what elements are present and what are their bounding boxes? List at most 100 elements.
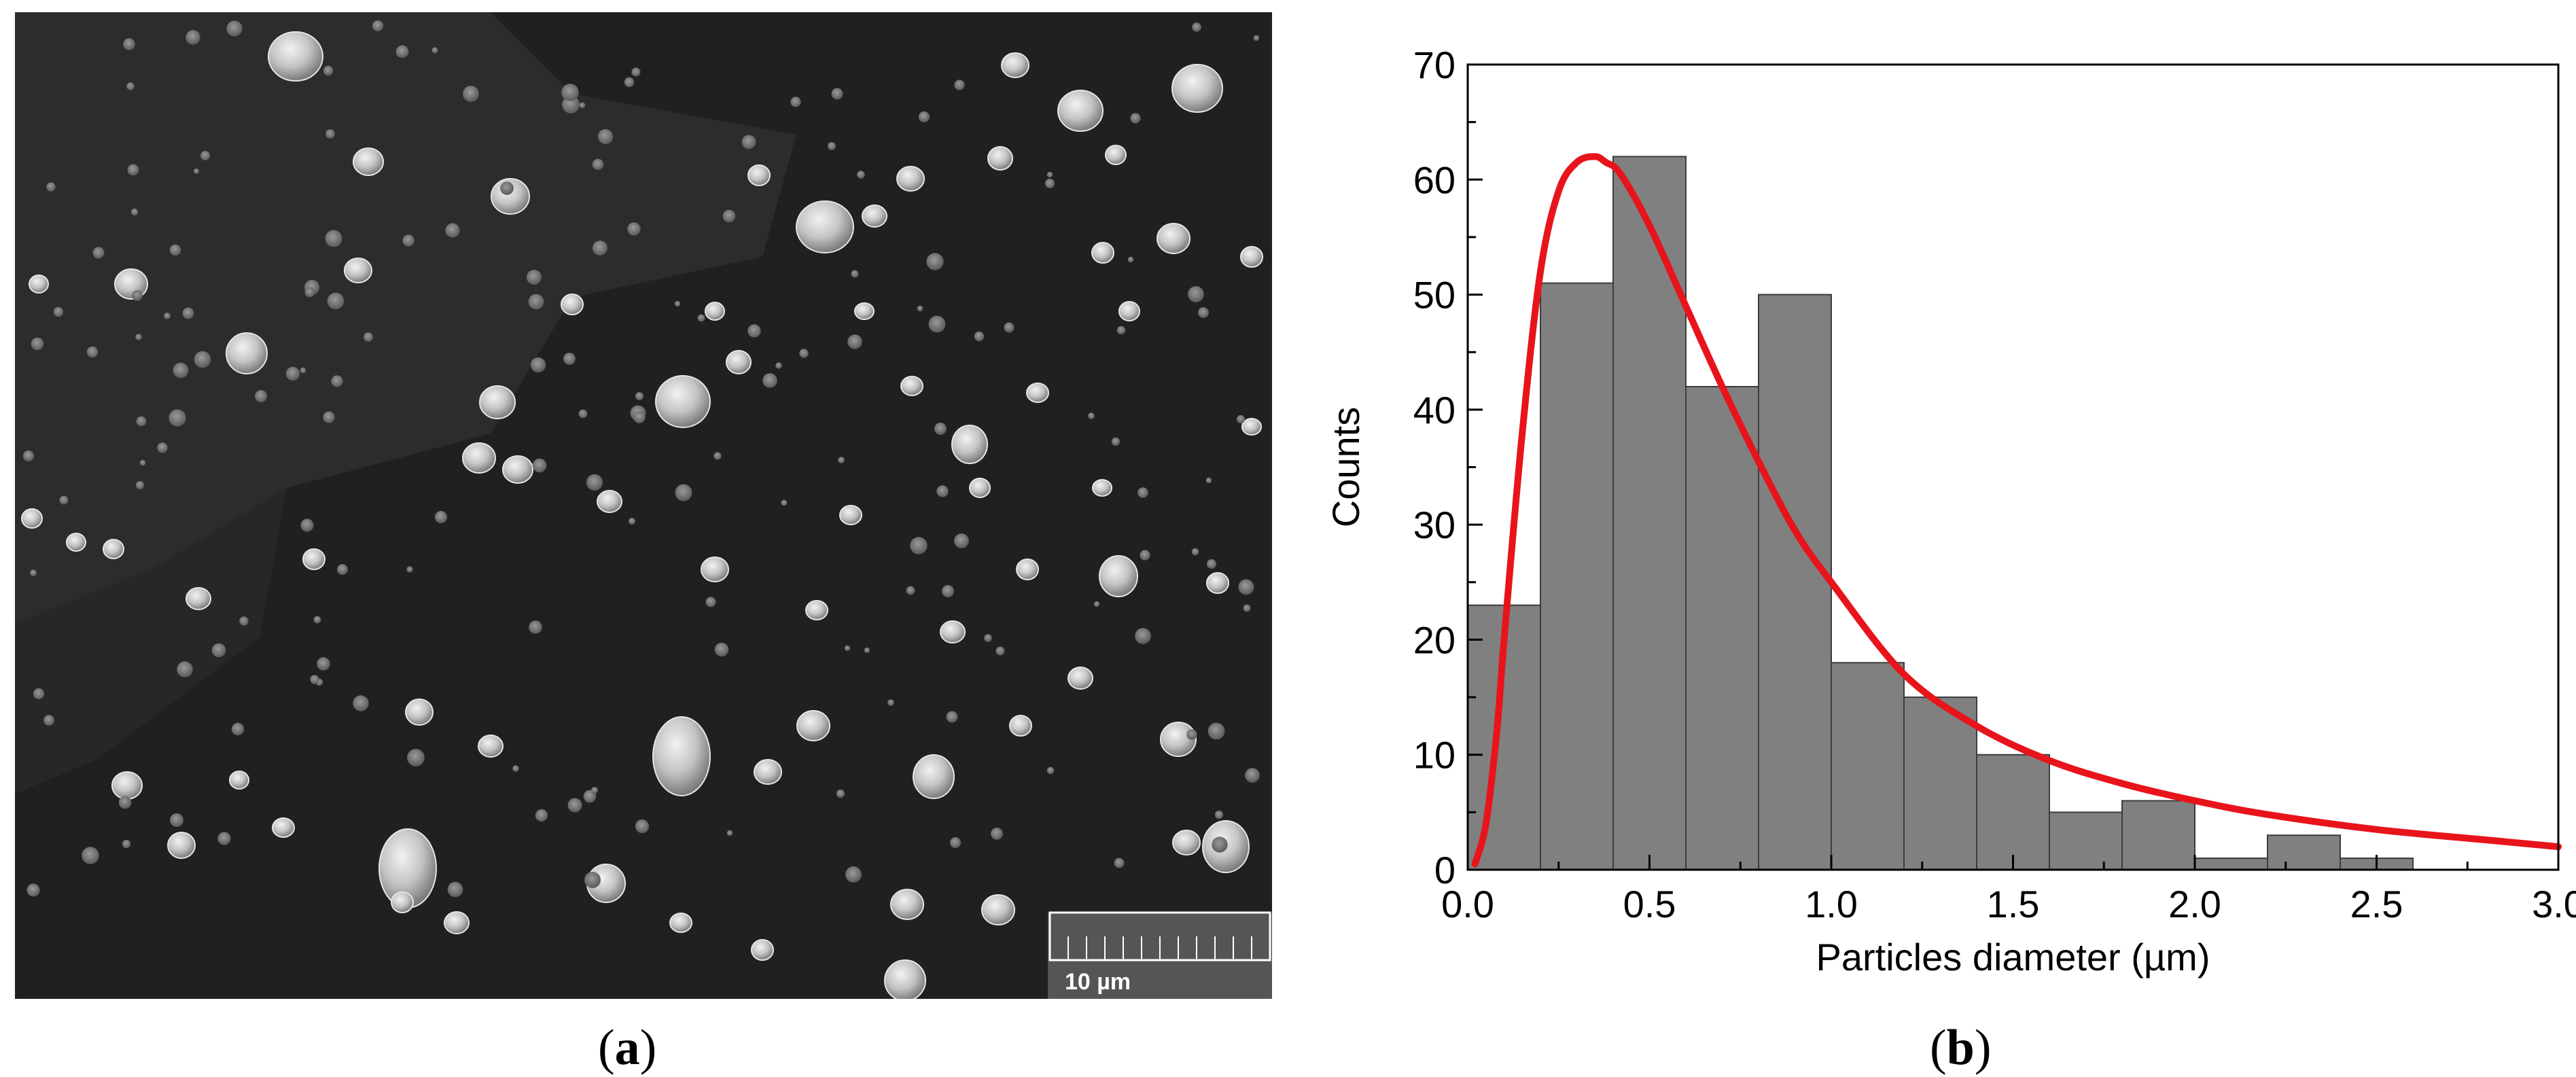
small-particle-77 bbox=[934, 423, 947, 435]
small-particle-139 bbox=[887, 699, 894, 706]
small-particle-135 bbox=[372, 20, 384, 32]
small-particle-81 bbox=[59, 495, 69, 505]
small-particle-117 bbox=[1191, 548, 1199, 556]
small-particle-145 bbox=[747, 324, 761, 338]
small-particle-137 bbox=[633, 411, 646, 423]
y-tick-label-0: 0 bbox=[1434, 849, 1455, 891]
small-particle-2 bbox=[118, 796, 132, 809]
caption-b-open: ( bbox=[1930, 1020, 1947, 1076]
small-particle-65 bbox=[1243, 604, 1251, 612]
small-particle-126 bbox=[586, 474, 603, 491]
histogram-chart: 0.0 0.5 1.0 1.5 2.0 2.5 3.0 0 10 20 30 40 50 60 70 Pa… bbox=[1324, 43, 2576, 978]
particle-22 bbox=[1160, 722, 1197, 757]
particle-12 bbox=[479, 385, 516, 419]
histogram-bar-10 bbox=[2194, 858, 2268, 870]
small-particle-168 bbox=[1192, 22, 1201, 32]
small-particle-18 bbox=[579, 102, 586, 109]
small-particle-124 bbox=[164, 313, 171, 319]
small-particle-73 bbox=[535, 809, 548, 822]
small-particle-133 bbox=[918, 111, 930, 123]
small-particle-43 bbox=[194, 169, 199, 174]
small-particle-75 bbox=[331, 375, 343, 387]
small-particle-129 bbox=[337, 564, 348, 575]
small-particle-80 bbox=[177, 661, 193, 677]
small-particle-48 bbox=[906, 586, 915, 595]
small-particle-150 bbox=[317, 657, 330, 671]
particle-58 bbox=[444, 911, 470, 934]
small-particle-12 bbox=[697, 314, 705, 322]
x-tick-label-5: 2.5 bbox=[2350, 883, 2403, 925]
small-particle-92 bbox=[1207, 559, 1216, 569]
small-particle-105 bbox=[402, 234, 414, 247]
small-particle-45 bbox=[157, 442, 168, 453]
y-axis: 0 10 20 30 40 50 60 70 bbox=[1413, 43, 1483, 891]
particle-61 bbox=[229, 771, 249, 790]
small-particle-98 bbox=[950, 837, 961, 848]
small-particle-70 bbox=[310, 675, 319, 684]
particle-48 bbox=[940, 620, 966, 643]
small-particle-34 bbox=[1127, 256, 1134, 263]
small-particle-152 bbox=[186, 30, 200, 45]
y-tick-label-4: 40 bbox=[1413, 389, 1455, 431]
particle-29 bbox=[884, 959, 926, 999]
small-particle-141 bbox=[304, 287, 315, 298]
small-particle-91 bbox=[741, 135, 756, 149]
small-particle-58 bbox=[991, 828, 1003, 840]
small-particle-29 bbox=[926, 253, 944, 270]
histogram-bar-6 bbox=[1903, 696, 1977, 870]
particle-3 bbox=[1001, 52, 1029, 78]
small-particle-7 bbox=[82, 847, 99, 864]
small-particle-17 bbox=[828, 142, 836, 150]
particle-0 bbox=[268, 31, 323, 82]
small-particle-51 bbox=[395, 45, 409, 58]
small-particle-95 bbox=[936, 485, 949, 497]
particle-24 bbox=[1172, 830, 1201, 855]
particle-55 bbox=[900, 376, 923, 396]
particle-14 bbox=[502, 455, 533, 484]
small-particle-9 bbox=[255, 390, 267, 402]
small-particle-118 bbox=[864, 647, 870, 654]
small-particle-155 bbox=[1253, 35, 1260, 41]
scale-bar-ticks bbox=[1068, 936, 1252, 960]
small-particle-161 bbox=[844, 645, 851, 652]
small-particle-4 bbox=[831, 88, 843, 100]
particle-6 bbox=[353, 147, 384, 176]
small-particle-163 bbox=[954, 533, 969, 548]
small-particle-93 bbox=[434, 510, 448, 524]
small-particle-147 bbox=[135, 480, 145, 490]
small-particle-62 bbox=[946, 711, 958, 723]
small-particle-123 bbox=[200, 151, 210, 160]
small-particle-138 bbox=[43, 715, 54, 726]
small-particle-84 bbox=[1114, 858, 1125, 868]
small-particle-85 bbox=[1186, 729, 1197, 740]
small-particle-131 bbox=[635, 392, 643, 400]
particle-40 bbox=[186, 587, 211, 610]
particle-31 bbox=[167, 832, 196, 859]
particle-56 bbox=[597, 490, 622, 513]
small-particle-114 bbox=[726, 830, 733, 836]
small-particle-159 bbox=[714, 642, 729, 657]
particle-27 bbox=[890, 889, 924, 920]
small-particle-61 bbox=[705, 597, 716, 607]
y-axis-label: Counts bbox=[1324, 407, 1367, 527]
small-particle-36 bbox=[836, 789, 845, 798]
sem-image: 10 µm bbox=[15, 12, 1272, 999]
small-particle-39 bbox=[1046, 766, 1055, 775]
small-particle-96 bbox=[775, 362, 782, 369]
histogram-bar-7 bbox=[1976, 754, 2050, 870]
particle-32 bbox=[111, 771, 143, 800]
histogram-bar-11 bbox=[2267, 834, 2341, 870]
x-tick-label-6: 3.0 bbox=[2532, 883, 2576, 925]
particle-42 bbox=[302, 548, 325, 570]
particle-53 bbox=[1206, 572, 1229, 594]
particle-10 bbox=[226, 332, 268, 374]
small-particle-50 bbox=[126, 82, 135, 90]
small-particle-94 bbox=[173, 362, 189, 378]
small-particle-38 bbox=[123, 38, 135, 50]
histogram-bar-2 bbox=[1612, 156, 1687, 870]
small-particle-46 bbox=[33, 688, 45, 700]
sem-micrograph: 10 µm bbox=[15, 12, 1272, 999]
scale-bar-label: 10 µm bbox=[1065, 969, 1131, 995]
small-particle-59 bbox=[1238, 579, 1254, 595]
small-particle-167 bbox=[327, 292, 345, 310]
